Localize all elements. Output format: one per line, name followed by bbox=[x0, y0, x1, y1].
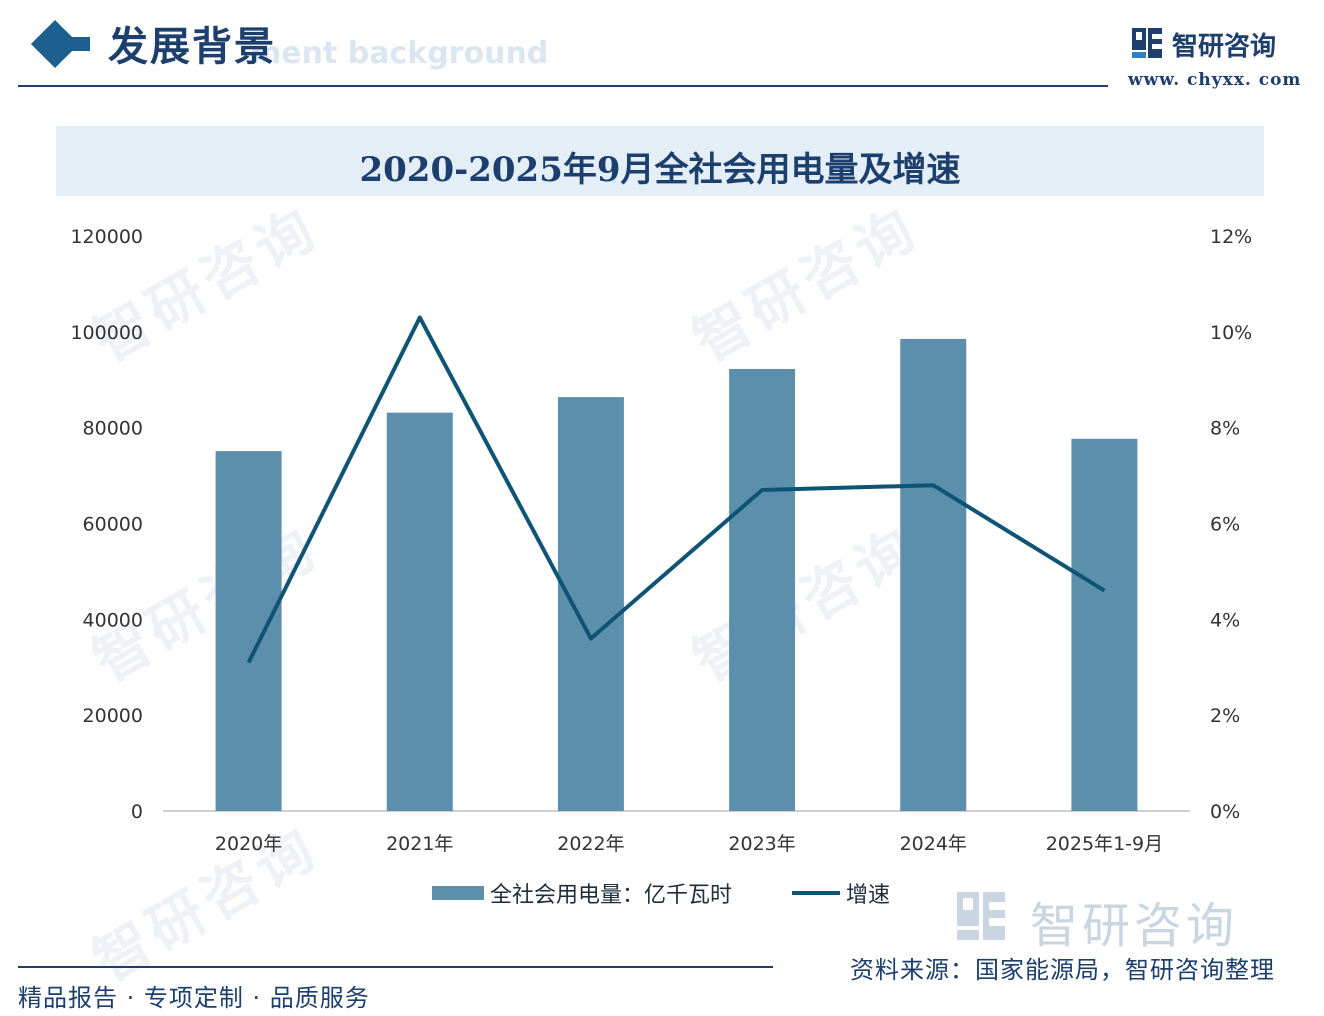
y-right-tick-label: 6% bbox=[1210, 514, 1240, 536]
bar-consumption bbox=[729, 369, 796, 811]
x-tick-label: 2022年 bbox=[557, 833, 624, 855]
chart-title: 2020-2025年9月全社会用电量及增速 bbox=[359, 150, 961, 190]
y-left-tick-label: 20000 bbox=[83, 705, 143, 727]
legend-label-growth: 增速 bbox=[846, 883, 890, 908]
bar-consumption bbox=[386, 412, 453, 811]
page-header: ment background 发展背景 智研咨询 www. chyxx. co… bbox=[0, 0, 1324, 100]
y-left-tick-label: 80000 bbox=[83, 418, 143, 440]
bar-consumption bbox=[1071, 438, 1138, 811]
legend-label-consumption: 全社会用电量：亿千瓦时 bbox=[490, 883, 732, 908]
legend-swatch-bar bbox=[432, 886, 484, 900]
x-tick-label: 2024年 bbox=[900, 833, 967, 855]
y-right-tick-label: 8% bbox=[1210, 418, 1240, 440]
chart-title-band: 2020-2025年9月全社会用电量及增速 bbox=[56, 126, 1264, 196]
y-left-tick-label: 60000 bbox=[83, 514, 143, 536]
brand-logo-icon bbox=[1132, 28, 1162, 58]
growth-rate-line bbox=[246, 315, 1106, 664]
watermark-brand-text: 智研咨询 bbox=[1030, 898, 1239, 954]
x-tick-label: 2023年 bbox=[728, 833, 795, 855]
y-left-tick-label: 120000 bbox=[70, 226, 143, 248]
y-right-tick-label: 2% bbox=[1210, 705, 1240, 727]
y-left-tick-label: 40000 bbox=[83, 609, 143, 631]
chart-legend: 全社会用电量：亿千瓦时 增速 bbox=[432, 883, 890, 908]
x-tick-label: 2020年 bbox=[215, 833, 282, 855]
x-tick-label: 2021年 bbox=[386, 833, 453, 855]
bar-consumption bbox=[215, 451, 282, 811]
y-left-tick-label: 100000 bbox=[70, 322, 143, 344]
y-right-tick-label: 12% bbox=[1210, 226, 1252, 248]
brand-name: 智研咨询 bbox=[1172, 32, 1277, 62]
footer-divider bbox=[18, 966, 773, 968]
y-left-tick-label: 0 bbox=[131, 801, 143, 823]
y-right-tick-label: 10% bbox=[1210, 322, 1252, 344]
header-divider bbox=[18, 85, 1108, 87]
watermark-logo-icon bbox=[957, 892, 1005, 940]
data-source: 资料来源：国家能源局，智研咨询整理 bbox=[850, 956, 1275, 984]
x-tick-label: 2025年1-9月 bbox=[1046, 833, 1163, 855]
y-right-tick-label: 0% bbox=[1210, 801, 1240, 823]
section-title: 发展背景 bbox=[108, 24, 276, 70]
footer-slogan: 精品报告 · 专项定制 · 品质服务 bbox=[18, 984, 370, 1012]
section-subtitle: ment background bbox=[250, 36, 549, 71]
bar-consumption bbox=[557, 397, 624, 811]
brand-url: www. chyxx. com bbox=[1128, 70, 1302, 90]
y-right-tick-label: 4% bbox=[1210, 609, 1240, 631]
bar-consumption bbox=[900, 338, 967, 811]
